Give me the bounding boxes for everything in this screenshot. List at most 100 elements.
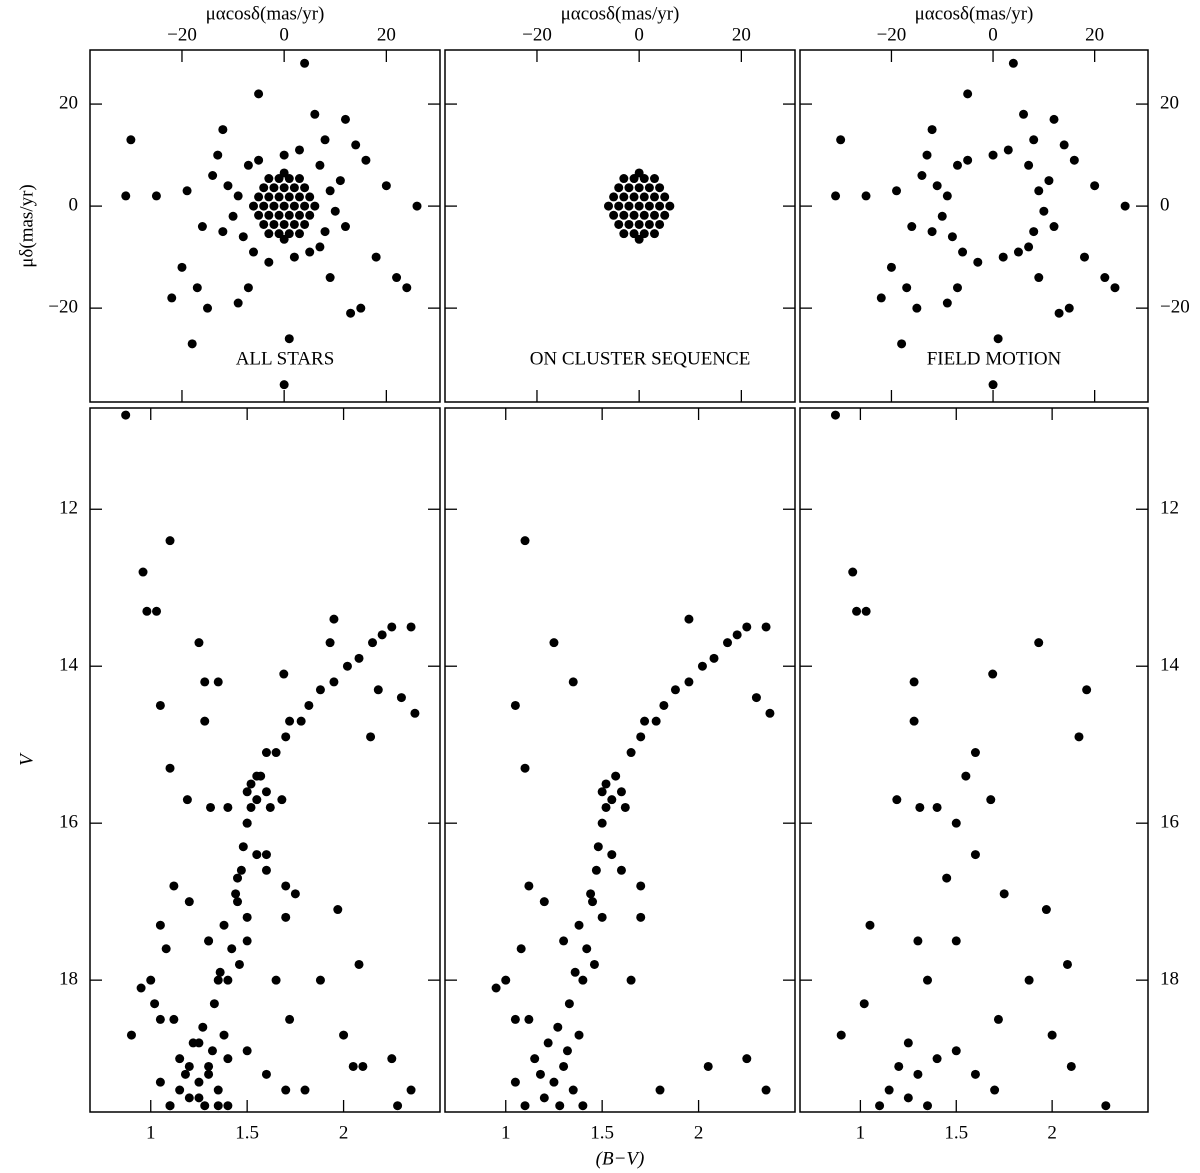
data-point bbox=[254, 210, 264, 220]
data-point bbox=[626, 975, 636, 985]
data-point bbox=[1100, 273, 1110, 283]
data-point bbox=[1059, 140, 1069, 150]
data-point bbox=[732, 630, 742, 640]
data-point bbox=[233, 897, 243, 907]
data-point bbox=[138, 567, 148, 577]
data-point bbox=[279, 201, 289, 211]
data-point bbox=[660, 192, 670, 202]
data-point bbox=[951, 936, 961, 946]
data-point bbox=[261, 787, 271, 797]
x-tick-label: 2 bbox=[694, 1122, 704, 1143]
x-tick-label: 0 bbox=[279, 24, 289, 45]
data-point bbox=[697, 661, 707, 671]
panel-frame bbox=[444, 407, 796, 1113]
data-point bbox=[611, 771, 621, 781]
data-point bbox=[629, 192, 639, 202]
panel-annotation: FIELD MOTION bbox=[927, 348, 1062, 369]
data-point bbox=[274, 210, 284, 220]
data-point bbox=[412, 201, 422, 211]
data-point bbox=[254, 155, 264, 165]
data-point bbox=[927, 125, 937, 135]
data-point bbox=[329, 614, 339, 624]
data-point bbox=[392, 273, 402, 283]
data-point bbox=[932, 181, 942, 191]
data-point bbox=[223, 975, 233, 985]
data-point bbox=[619, 210, 629, 220]
data-point bbox=[510, 1077, 520, 1087]
data-point bbox=[285, 716, 295, 726]
data-point bbox=[265, 802, 275, 812]
data-point bbox=[634, 183, 644, 193]
data-point bbox=[165, 536, 175, 546]
data-point bbox=[1003, 145, 1013, 155]
data-point bbox=[213, 1101, 223, 1111]
data-point bbox=[524, 881, 534, 891]
data-point bbox=[294, 210, 304, 220]
data-point bbox=[126, 135, 136, 145]
panel-frame bbox=[89, 407, 441, 1113]
data-point bbox=[1013, 247, 1023, 257]
data-point bbox=[227, 944, 237, 954]
data-point bbox=[535, 1069, 545, 1079]
data-point bbox=[549, 638, 559, 648]
data-point bbox=[1069, 155, 1079, 165]
data-point bbox=[993, 1014, 1003, 1024]
data-point bbox=[155, 1014, 165, 1024]
data-point bbox=[393, 1101, 403, 1111]
data-point bbox=[597, 787, 607, 797]
data-point bbox=[614, 183, 624, 193]
data-point bbox=[659, 700, 669, 710]
data-point bbox=[723, 638, 733, 648]
data-point bbox=[279, 150, 289, 160]
data-point bbox=[639, 210, 649, 220]
data-point bbox=[204, 1069, 214, 1079]
data-point bbox=[932, 802, 942, 812]
data-point bbox=[988, 150, 998, 160]
data-point bbox=[549, 1077, 559, 1087]
data-point bbox=[252, 850, 262, 860]
data-point bbox=[348, 1061, 358, 1071]
data-point bbox=[169, 881, 179, 891]
y-axis-label: μδ(mas/yr) bbox=[16, 184, 37, 268]
data-point bbox=[194, 1077, 204, 1087]
data-point bbox=[152, 606, 162, 616]
data-point bbox=[1062, 959, 1072, 969]
data-point bbox=[1024, 160, 1034, 170]
data-point bbox=[354, 653, 364, 663]
data-point bbox=[568, 677, 578, 687]
data-point bbox=[1082, 685, 1092, 695]
data-point bbox=[294, 229, 304, 239]
data-point bbox=[213, 150, 223, 160]
data-point bbox=[655, 219, 665, 229]
data-point bbox=[1024, 242, 1034, 252]
data-point bbox=[988, 380, 998, 390]
y-tick-label: 20 bbox=[1160, 92, 1179, 113]
data-point bbox=[586, 889, 596, 899]
data-point bbox=[315, 242, 325, 252]
data-point bbox=[289, 219, 299, 229]
data-point bbox=[315, 685, 325, 695]
data-point bbox=[952, 283, 962, 293]
data-point bbox=[636, 732, 646, 742]
data-point bbox=[609, 192, 619, 202]
data-point bbox=[539, 897, 549, 907]
data-point bbox=[923, 975, 933, 985]
data-point bbox=[381, 181, 391, 191]
y-tick-label: 0 bbox=[69, 194, 79, 215]
data-point bbox=[169, 1014, 179, 1024]
data-point bbox=[709, 653, 719, 663]
panel-annotation: ALL STARS bbox=[236, 348, 335, 369]
data-point bbox=[289, 183, 299, 193]
data-point bbox=[751, 693, 761, 703]
data-point bbox=[1029, 227, 1039, 237]
data-point bbox=[597, 818, 607, 828]
data-point bbox=[325, 273, 335, 283]
data-point bbox=[377, 630, 387, 640]
data-point bbox=[396, 693, 406, 703]
data-point bbox=[264, 174, 274, 184]
data-point bbox=[1034, 273, 1044, 283]
data-point bbox=[597, 912, 607, 922]
y-tick-label: 18 bbox=[59, 969, 78, 990]
data-point bbox=[366, 732, 376, 742]
data-point bbox=[942, 191, 952, 201]
